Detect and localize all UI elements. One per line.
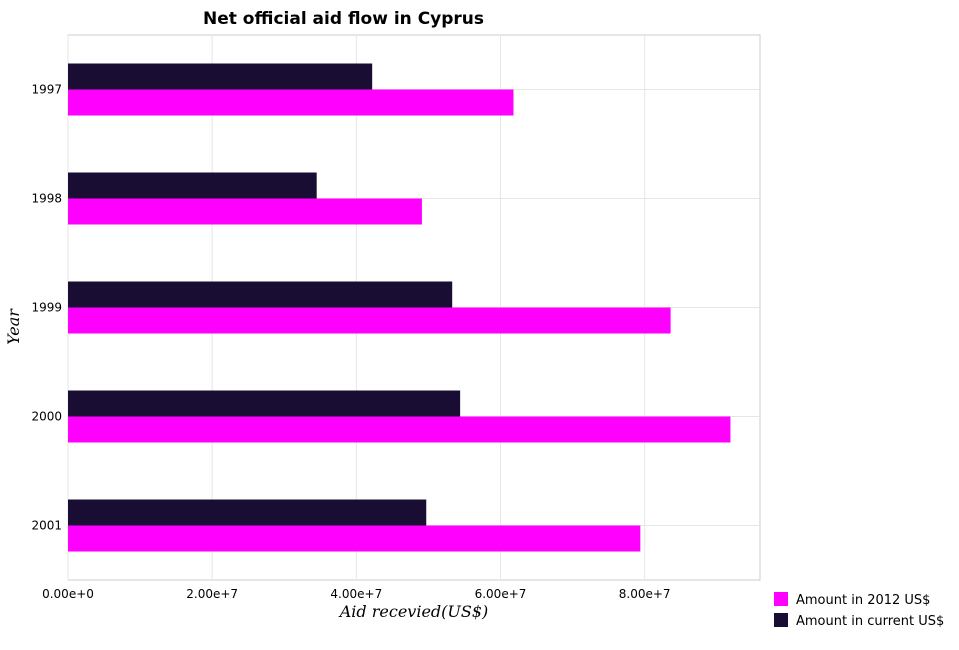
bar-amount-2012-usd bbox=[68, 198, 422, 225]
y-tick-label: 1998 bbox=[31, 192, 62, 206]
y-axis-label: Year bbox=[4, 308, 23, 345]
y-tick-label: 2001 bbox=[31, 519, 62, 533]
x-tick-label: 8.00e+7 bbox=[619, 587, 671, 601]
bars bbox=[68, 63, 731, 552]
legend-label: Amount in current US$ bbox=[796, 614, 944, 629]
bar-amount-2012-usd bbox=[68, 416, 731, 443]
y-tick-label: 2000 bbox=[31, 410, 62, 424]
bar-amount-2012-usd bbox=[68, 307, 671, 334]
y-axis-ticks: 1997 1998 1999 2000 2001 bbox=[31, 83, 62, 533]
legend: Amount in 2012 US$ Amount in current US$ bbox=[774, 592, 944, 629]
bar-amount-2012-usd bbox=[68, 525, 641, 552]
legend-label: Amount in 2012 US$ bbox=[796, 593, 930, 608]
y-tick-label: 1999 bbox=[31, 301, 62, 315]
bar-amount-current-usd bbox=[68, 63, 373, 90]
chart-title: Net official aid flow in Cyprus bbox=[203, 9, 484, 29]
y-tick-label: 1997 bbox=[31, 83, 62, 97]
x-tick-label: 2.00e+7 bbox=[186, 587, 238, 601]
legend-swatch bbox=[774, 592, 788, 606]
x-tick-label: 6.00e+7 bbox=[475, 587, 527, 601]
bar-amount-current-usd bbox=[68, 499, 427, 526]
bar-amount-current-usd bbox=[68, 390, 461, 417]
x-axis-label: Aid recevied(US$) bbox=[338, 602, 489, 621]
x-tick-label: 4.00e+7 bbox=[330, 587, 382, 601]
bar-amount-current-usd bbox=[68, 281, 453, 308]
legend-swatch bbox=[774, 613, 788, 627]
x-axis-ticks: 0.00e+0 2.00e+7 4.00e+7 6.00e+7 8.00e+7 bbox=[42, 587, 670, 601]
x-tick-label: 0.00e+0 bbox=[42, 587, 94, 601]
bar-amount-current-usd bbox=[68, 172, 317, 199]
bar-amount-2012-usd bbox=[68, 89, 514, 116]
